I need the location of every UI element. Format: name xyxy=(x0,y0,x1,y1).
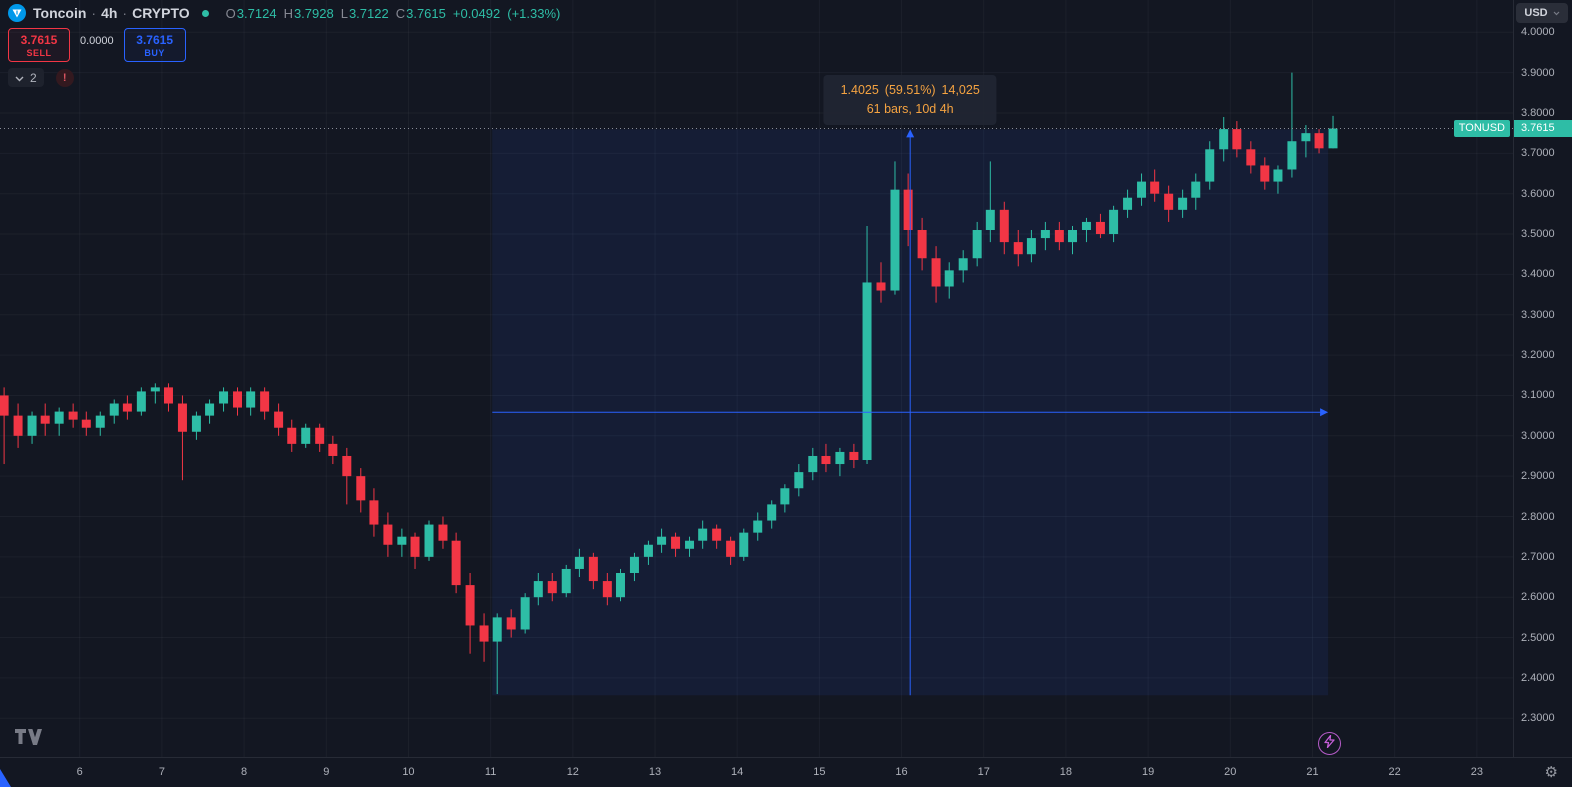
symbol-price-flag: TONUSD xyxy=(1453,120,1510,138)
time-axis-label: 20 xyxy=(1224,766,1237,778)
price-axis-label: 3.5000 xyxy=(1521,228,1555,241)
time-axis-label: 8 xyxy=(241,766,248,778)
time-axis-label: 17 xyxy=(977,766,990,778)
time-axis-label: 23 xyxy=(1470,766,1483,778)
price-axis[interactable]: USD 4.0000 3.9000 3.8000 3.7000 3.6000 3.5000… xyxy=(1513,0,1572,757)
exchange-label: CRYPTO xyxy=(132,5,190,21)
sell-button[interactable]: 3.7615 SELL xyxy=(8,28,70,62)
time-axis-label: 18 xyxy=(1059,766,1073,778)
price-axis-label: 3.6000 xyxy=(1521,187,1555,200)
last-price-flag: 3.7615 xyxy=(1514,120,1572,138)
price-axis-label: 2.3000 xyxy=(1521,712,1555,725)
boost-button[interactable] xyxy=(1318,732,1341,755)
open-value: 3.7124 xyxy=(236,5,277,21)
high-value: 3.7928 xyxy=(293,5,334,21)
time-axis-label: 12 xyxy=(566,766,579,778)
time-axis-label: 15 xyxy=(813,766,826,778)
buy-price: 3.7615 xyxy=(136,32,173,47)
measure-change: 1.4025 xyxy=(840,83,879,97)
price-axis-label: 4.0000 xyxy=(1521,26,1555,39)
low-label: L xyxy=(340,5,348,21)
chevron-down-icon xyxy=(15,71,24,85)
symbol-title[interactable]: Toncoin · 4h · CRYPTO xyxy=(33,5,190,21)
price-axis-label: 3.7000 xyxy=(1521,147,1555,160)
high-label: H xyxy=(283,5,293,21)
time-axis-label: 22 xyxy=(1388,766,1401,778)
time-axis[interactable]: 6 7 8 9 10 11 12 13 14 15 16 17 18 19 20 21 22 23 ⚙ xyxy=(0,757,1572,787)
interval-label[interactable]: 4h xyxy=(101,5,118,21)
toncoin-logo-icon xyxy=(8,4,26,22)
time-axis-label: 14 xyxy=(731,766,744,778)
symbol-name: Toncoin xyxy=(33,5,87,21)
time-axis-label: 19 xyxy=(1141,766,1155,778)
axis-settings-gear-icon[interactable]: ⚙ xyxy=(1544,764,1558,781)
price-axis-label: 3.9000 xyxy=(1521,66,1555,79)
time-axis-label: 21 xyxy=(1306,766,1319,778)
close-value: 3.7615 xyxy=(406,5,446,21)
price-axis-label: 2.9000 xyxy=(1521,470,1555,483)
time-axis-label: 13 xyxy=(648,766,662,778)
buy-label: BUY xyxy=(144,47,165,58)
price-axis-label: 3.4000 xyxy=(1521,268,1555,281)
spread-value: 0.0000 xyxy=(80,35,114,47)
market-status-icon xyxy=(201,9,209,17)
price-axis-label: 2.8000 xyxy=(1521,510,1555,523)
measure-percent: (59.51%) xyxy=(884,83,936,97)
measure-duration: 61 bars, 10d 4h xyxy=(866,102,954,116)
price-axis-label: 2.6000 xyxy=(1521,591,1555,604)
time-axis-label: 9 xyxy=(323,766,330,778)
price-axis-label: 2.4000 xyxy=(1521,671,1555,684)
measure-tooltip[interactable]: 1.4025 (59.51%) 14,025 61 bars, 10d 4h xyxy=(823,75,997,125)
measure-line1: 1.4025 (59.51%) 14,025 xyxy=(838,81,983,100)
measure-volume: 14,025 xyxy=(941,83,980,97)
buy-button[interactable]: 3.7615 BUY xyxy=(123,28,186,62)
price-axis-label: 2.5000 xyxy=(1521,631,1555,644)
axis-corner-accent xyxy=(0,769,11,787)
price-axis-label: 3.2000 xyxy=(1521,349,1555,362)
close-label: C xyxy=(395,5,406,21)
warning-icon[interactable]: ! xyxy=(55,68,74,87)
open-label: O xyxy=(225,5,236,21)
legend-toolbar: 2 ! xyxy=(8,68,74,87)
sell-price: 3.7615 xyxy=(20,32,58,47)
price-axis-label: 3.3000 xyxy=(1521,308,1555,321)
time-axis-label: 11 xyxy=(484,766,497,778)
price-axis-label: 2.7000 xyxy=(1521,550,1555,563)
price-axis-label: 3.1000 xyxy=(1521,389,1555,402)
currency-selector[interactable]: USD xyxy=(1516,3,1568,23)
ohlc-values: O 3.7124 H 3.7928 L 3.7122 C 3.7615 +0.0492 … xyxy=(219,6,561,21)
candlestick-chart[interactable] xyxy=(0,0,1513,757)
indicator-count: 2 xyxy=(30,70,37,85)
time-axis-label: 6 xyxy=(76,766,83,778)
chevron-down-icon xyxy=(1553,7,1560,19)
time-axis-label: 10 xyxy=(402,766,415,778)
trade-panel: 3.7615 SELL 0.0000 3.7615 BUY xyxy=(8,28,186,62)
time-axis-label: 16 xyxy=(895,766,908,778)
sell-label: SELL xyxy=(26,47,52,58)
low-value: 3.7122 xyxy=(348,5,389,21)
change-percent: (+1.33%) xyxy=(507,5,561,21)
price-axis-label: 3.8000 xyxy=(1521,106,1555,119)
separator: · xyxy=(91,5,97,21)
separator: · xyxy=(122,5,128,21)
currency-label: USD xyxy=(1524,7,1548,19)
time-axis-label: 7 xyxy=(158,766,165,778)
lightning-icon xyxy=(1324,734,1335,753)
change-value: +0.0492 xyxy=(452,5,501,21)
tradingview-logo[interactable] xyxy=(14,728,44,751)
collapse-indicators-button[interactable]: 2 xyxy=(8,68,44,87)
price-axis-label: 3.0000 xyxy=(1521,429,1555,442)
